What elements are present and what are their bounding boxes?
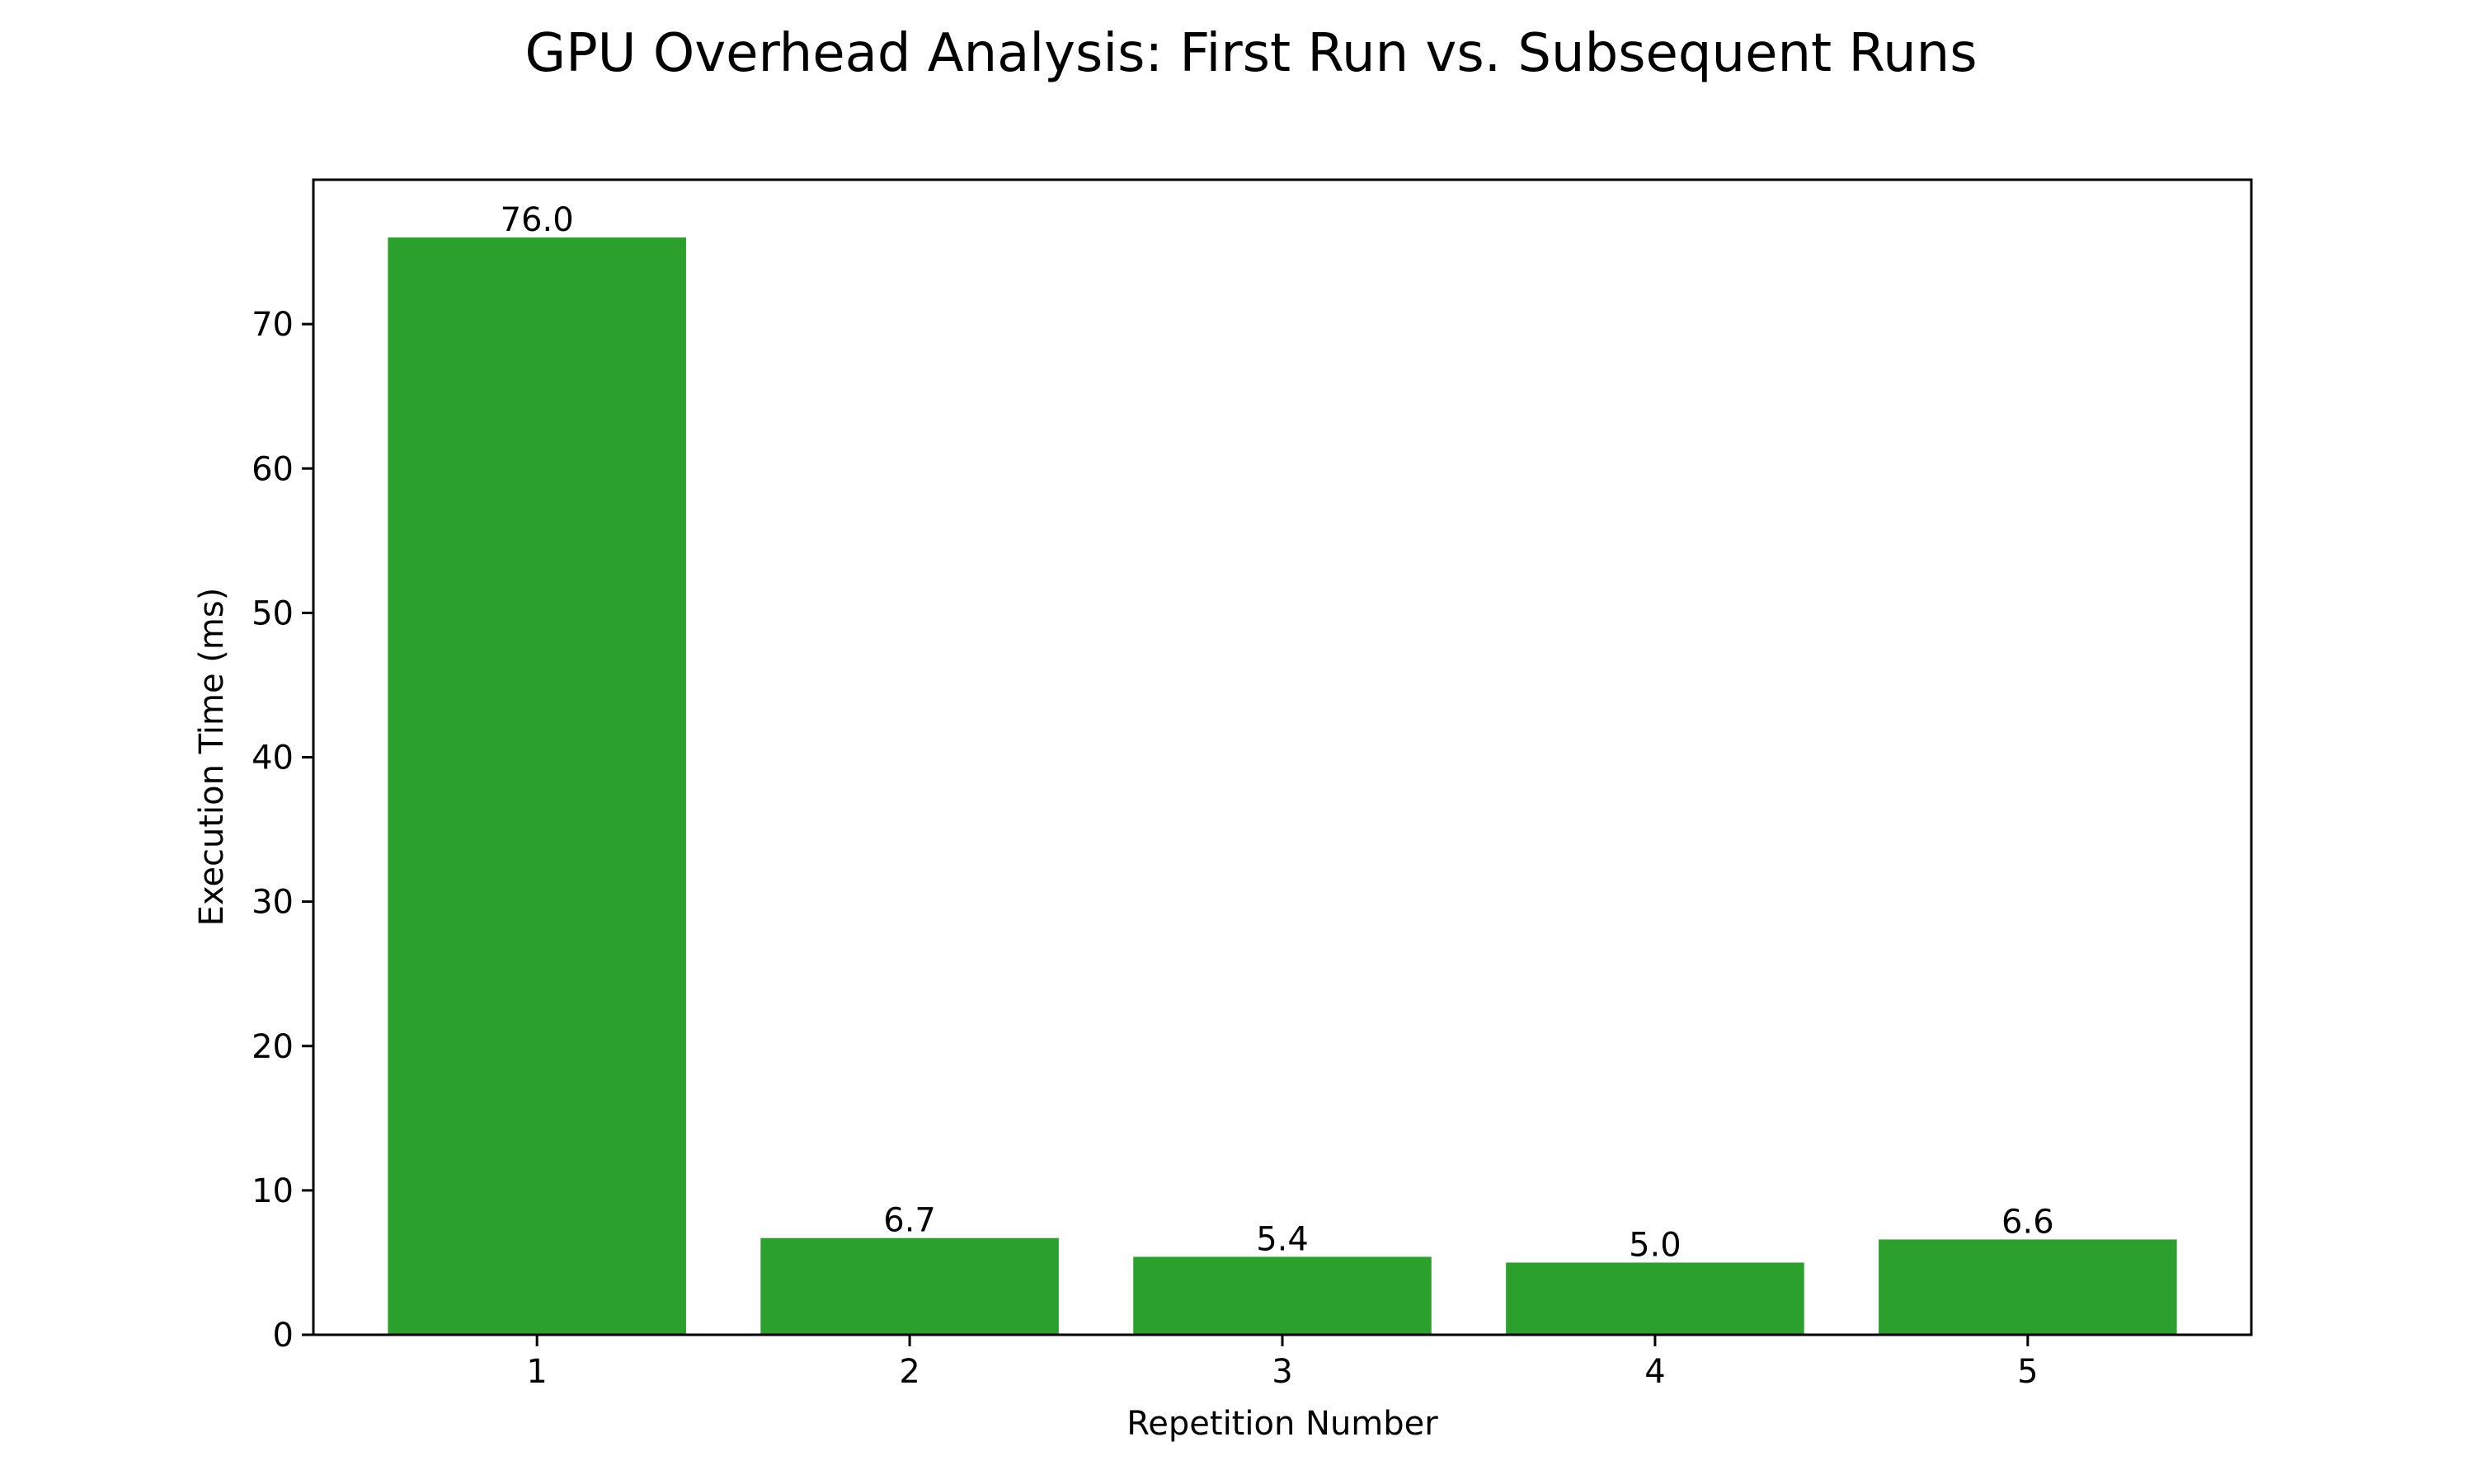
data-label-3: 5.4: [1256, 1220, 1309, 1258]
y-tick-label: 50: [252, 594, 294, 632]
y-tick-label: 0: [273, 1317, 294, 1355]
plot-area: 0 10 20 30 40 50 60 70 1 76.0 2 6.7 3 5.4 4 5.0 5 6.6: [252, 201, 2177, 1391]
chart-title: GPU Overhead Analysis: First Run vs. Sub…: [524, 23, 1977, 84]
data-label-4: 5.0: [1629, 1226, 1681, 1264]
y-tick-label: 70: [252, 306, 294, 344]
y-tick-label: 60: [252, 450, 294, 488]
x-tick-label: 5: [2017, 1353, 2038, 1391]
x-tick-label: 3: [1272, 1353, 1292, 1391]
y-tick-label: 20: [252, 1028, 294, 1066]
bar-2: [760, 1237, 1059, 1335]
x-tick-label: 4: [1644, 1353, 1665, 1391]
y-tick-label: 40: [252, 740, 294, 777]
data-label-1: 76.0: [501, 201, 574, 239]
x-axis-label: Repetition Number: [1126, 1405, 1438, 1443]
y-tick-label: 30: [252, 884, 294, 922]
bar-4: [1506, 1262, 1804, 1335]
bar-3: [1133, 1256, 1432, 1335]
data-label-2: 6.7: [883, 1202, 936, 1240]
x-tick-label: 2: [899, 1353, 920, 1391]
y-tick-label: 10: [252, 1172, 294, 1210]
y-axis-label: Execution Time (ms): [193, 588, 231, 927]
data-label-5: 6.6: [2001, 1203, 2054, 1241]
bar-5: [1879, 1239, 2177, 1335]
x-tick-label: 1: [526, 1353, 547, 1391]
bar-1: [388, 237, 686, 1335]
plot-frame: [312, 178, 2253, 1336]
